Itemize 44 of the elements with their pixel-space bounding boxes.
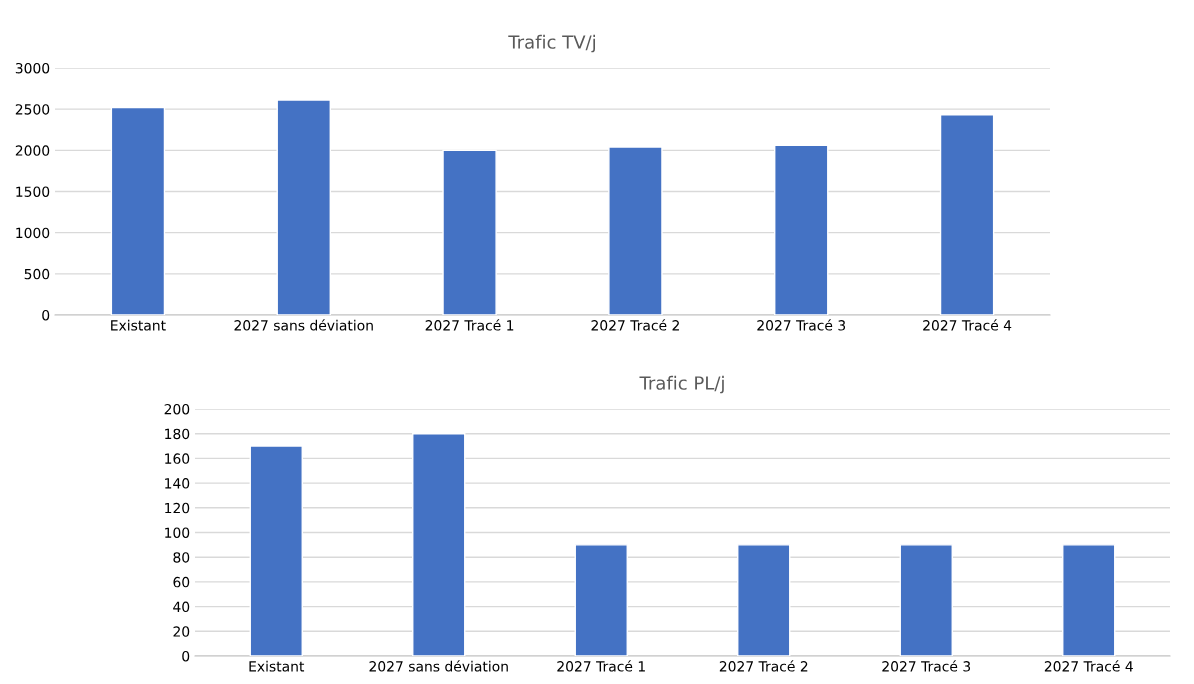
x-tick-label: 2027 Tracé 4 <box>1044 660 1133 672</box>
bar <box>412 433 466 656</box>
y-tick-label: 1000 <box>16 227 50 239</box>
bar <box>574 544 628 656</box>
bar <box>899 544 953 656</box>
x-tick-label: 2027 Tracé 1 <box>425 319 514 331</box>
x-tick-label: Existant <box>111 319 166 331</box>
x-tick-label: 2027 sans déviation <box>234 319 373 331</box>
x-tick-label: Existant <box>249 660 305 672</box>
y-tick-label: 160 <box>165 453 190 464</box>
y-tick-label: 180 <box>165 428 190 440</box>
x-tick-label: 2027 Tracé 1 <box>557 660 645 672</box>
bar <box>774 144 829 315</box>
bar <box>939 114 995 315</box>
bar <box>737 544 791 656</box>
y-tick-label: 80 <box>173 552 190 563</box>
y-tick-label: 40 <box>173 601 190 613</box>
x-tick-label: 2027 Tracé 2 <box>719 660 808 672</box>
bar <box>608 146 663 315</box>
bar <box>442 149 497 315</box>
x-tick-label: 2027 Tracé 3 <box>882 660 971 672</box>
y-tick-label: 0 <box>42 309 50 321</box>
bar <box>249 445 303 656</box>
y-tick-label: 120 <box>165 502 190 514</box>
bar <box>1062 544 1116 656</box>
y-tick-label: 60 <box>173 576 190 588</box>
x-tick-label: 2027 sans déviation <box>369 660 508 672</box>
y-tick-label: 140 <box>165 478 190 489</box>
bar <box>110 106 166 315</box>
y-tick-label: 1500 <box>16 186 50 197</box>
y-tick-label: 500 <box>24 268 50 280</box>
bar <box>276 99 331 315</box>
y-tick-label: 0 <box>182 650 190 662</box>
y-tick-label: 200 <box>164 403 190 415</box>
y-tick-label: 2000 <box>15 145 50 156</box>
x-tick-label: 2027 Tracé 2 <box>591 319 679 331</box>
y-tick-label: 20 <box>173 626 190 637</box>
x-tick-label: 2027 Tracé 3 <box>757 319 846 331</box>
y-tick-label: 3000 <box>15 62 50 74</box>
x-tick-label: 2027 Tracé 4 <box>923 319 1012 331</box>
chart-title: Trafic PL/j <box>639 375 724 394</box>
y-tick-label: 100 <box>165 527 190 538</box>
chart-title: Trafic TV/j <box>508 34 595 53</box>
y-tick-label: 2500 <box>15 104 50 115</box>
